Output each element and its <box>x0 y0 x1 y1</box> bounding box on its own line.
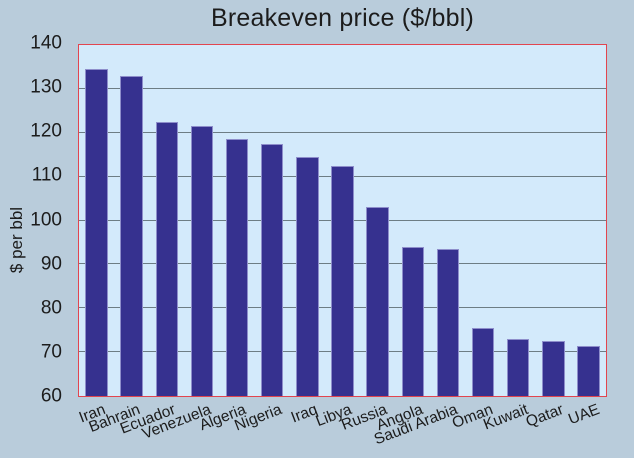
bar-kuwait <box>506 338 530 396</box>
plot-area <box>78 44 607 397</box>
bar-algeria <box>225 139 249 396</box>
bar-angola <box>401 246 424 396</box>
bar-bahrain <box>120 75 143 396</box>
bar-iraq <box>296 156 319 396</box>
bar-iran <box>85 69 108 396</box>
bar-uae <box>577 345 600 396</box>
bar-libya <box>331 165 354 396</box>
x-label-uae: UAE <box>565 401 602 429</box>
x-label-qatar: Qatar <box>523 401 567 431</box>
bar-qatar <box>542 341 565 396</box>
bar-ecuador <box>155 121 179 396</box>
y-tick-80: 80 <box>40 297 62 319</box>
y-tick-120: 120 <box>30 120 62 142</box>
gridline-120 <box>79 131 606 133</box>
chart-title: Breakeven price ($/bbl) <box>210 4 475 32</box>
y-tick-70: 70 <box>40 341 62 363</box>
y-tick-140: 140 <box>30 32 62 54</box>
y-tick-90: 90 <box>40 253 62 275</box>
bar-venezuela <box>190 126 214 396</box>
y-axis-label: $ per bbl <box>7 206 26 274</box>
y-tick-60: 60 <box>40 385 62 407</box>
bar-russia <box>366 207 389 396</box>
bar-saudi-arabia <box>436 249 460 396</box>
y-tick-130: 130 <box>30 76 62 98</box>
gridline-130 <box>79 87 606 89</box>
y-tick-100: 100 <box>30 209 62 231</box>
bar-nigeria <box>260 143 284 396</box>
y-tick-110: 110 <box>31 164 62 186</box>
bar-oman <box>471 328 495 396</box>
